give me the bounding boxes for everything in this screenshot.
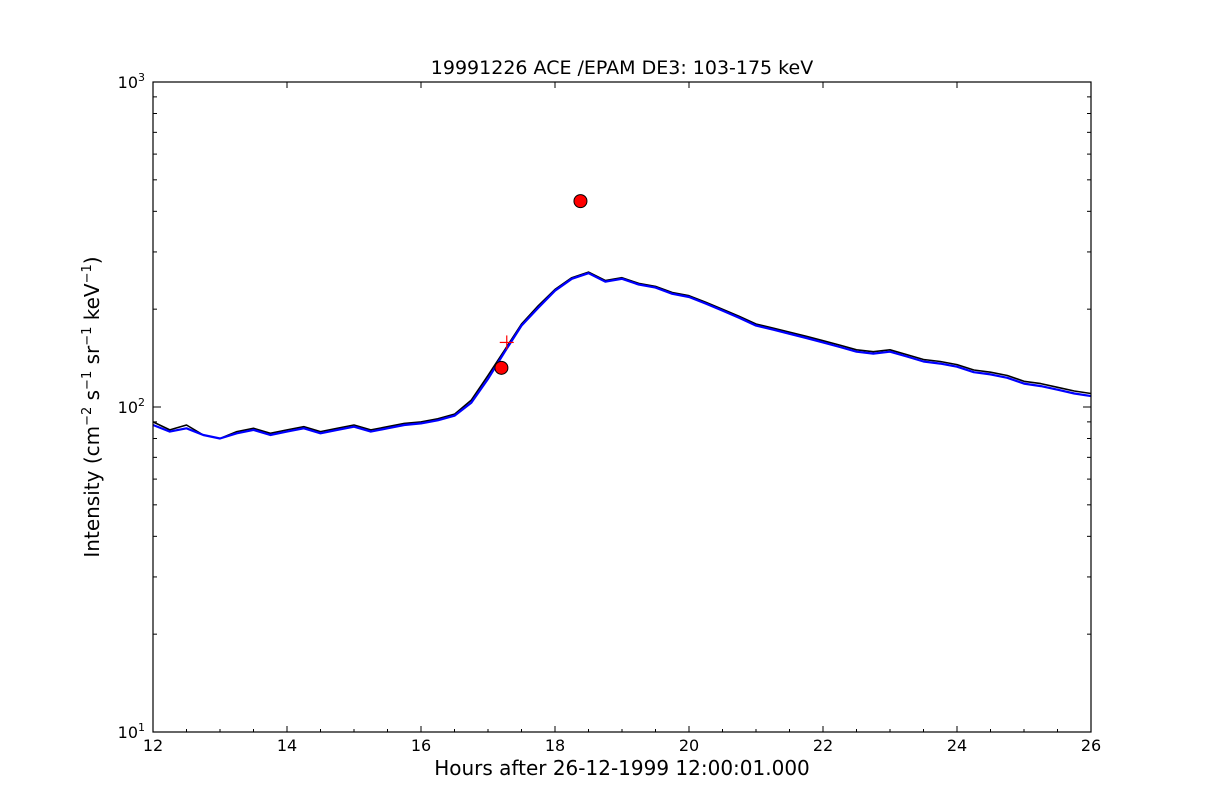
y-label-kev-exp: −1 [80, 264, 95, 283]
y-label-suffix: ) [80, 256, 104, 264]
x-axis-label: Hours after 26-12-1999 12:00:01.000 [434, 756, 810, 780]
series-line-1 [153, 272, 1091, 440]
y-label-sr-exp: −1 [80, 327, 95, 346]
y-tick-label: 102 [118, 396, 145, 417]
x-tick-label: 26 [1081, 736, 1101, 755]
x-tick-label: 14 [277, 736, 297, 755]
marker-circle [573, 194, 588, 209]
x-tick-label: 18 [545, 736, 565, 755]
y-label-prefix: Intensity (cm [80, 426, 104, 558]
y-tick-label: 101 [118, 721, 145, 742]
x-tick-label: 24 [947, 736, 967, 755]
chart-title: 19991226 ACE /EPAM DE3: 103-175 keV [431, 57, 813, 79]
x-tick-label: 20 [679, 736, 699, 755]
y-axis-label: Intensity (cm−2 s−1 sr−1 keV−1) [80, 256, 104, 557]
y-axis: 101 102 103 [118, 71, 1091, 742]
y-tick-label: 103 [118, 71, 145, 92]
plot-area [153, 194, 1091, 440]
y-label-s: s [80, 390, 104, 407]
y-label-kev: keV [80, 283, 104, 327]
x-tick-label: 12 [143, 736, 163, 755]
x-tick-label: 22 [813, 736, 833, 755]
y-label-cm-exp: −2 [80, 407, 95, 426]
series-line-0 [153, 271, 1091, 440]
y-label-sr: sr [80, 345, 104, 371]
y-label-s-exp: −1 [80, 371, 95, 390]
marker-plus [499, 335, 514, 350]
x-axis: 12 14 16 18 20 22 24 26 [143, 82, 1101, 755]
plot-frame [152, 81, 1092, 733]
marker-circle [494, 360, 509, 375]
x-tick-label: 16 [411, 736, 431, 755]
